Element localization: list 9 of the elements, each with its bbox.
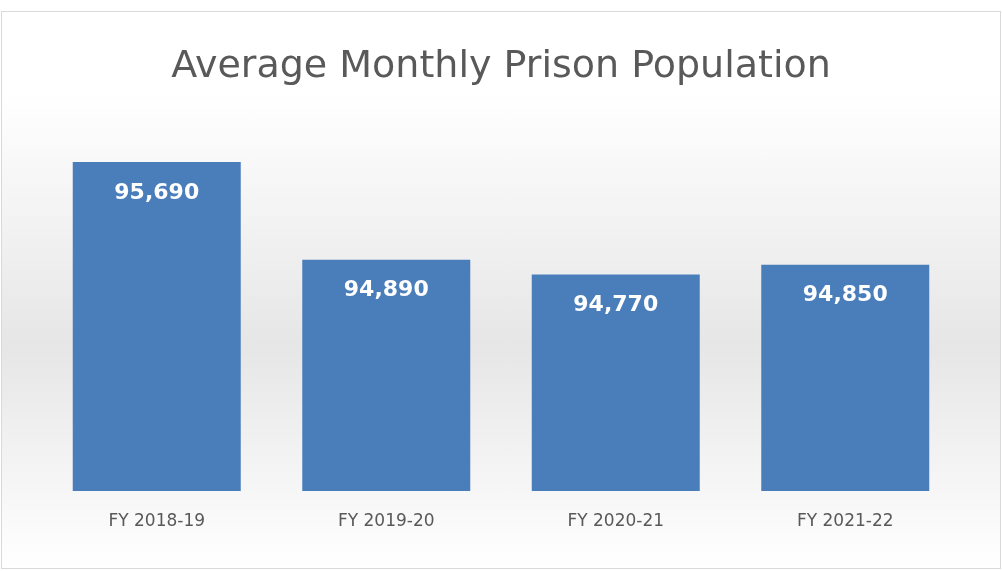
x-tick-label: FY 2019-20: [337, 509, 435, 530]
chart-title: Average Monthly Prison Population: [171, 42, 831, 86]
data-label: 94,770: [573, 291, 659, 317]
x-tick-label: FY 2018-19: [108, 509, 206, 530]
x-tick-label: FY 2021-22: [796, 509, 894, 530]
data-label: 95,690: [114, 178, 200, 204]
x-tick-label: FY 2020-21: [567, 509, 665, 530]
data-label: 94,890: [343, 276, 429, 302]
data-label: 94,850: [802, 281, 888, 307]
